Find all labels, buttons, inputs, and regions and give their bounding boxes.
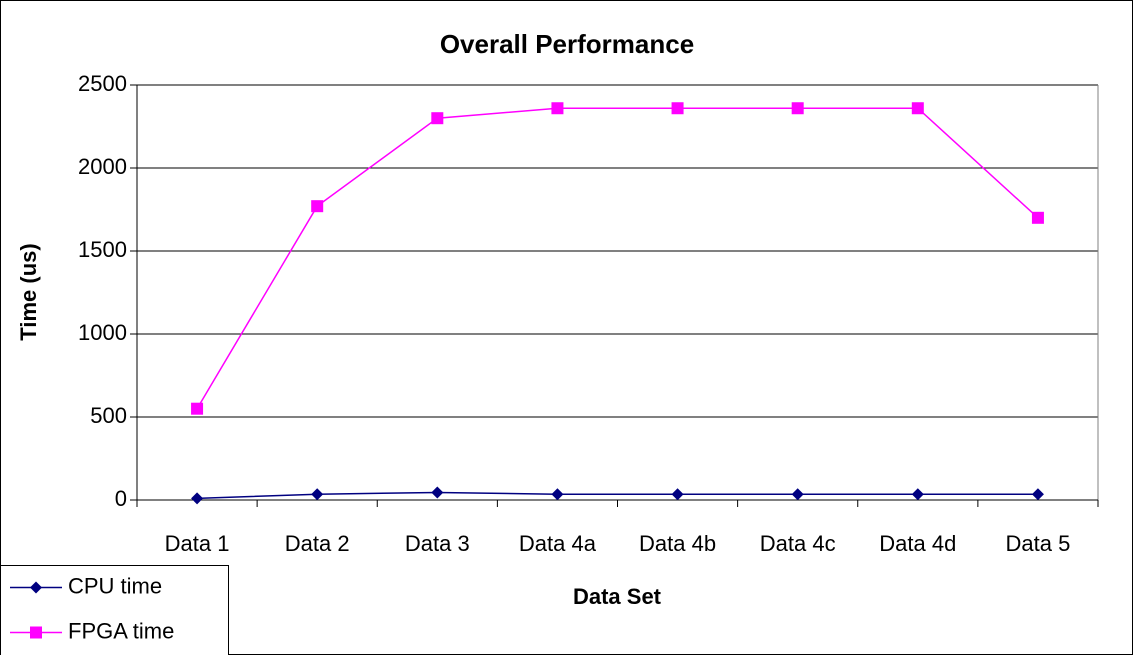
marker — [911, 102, 924, 115]
series-line — [196, 107, 1039, 410]
y-axis-title: Time (us) — [16, 243, 41, 340]
marker — [551, 102, 564, 115]
chart-title: Overall Performance — [440, 29, 694, 59]
marker — [671, 102, 684, 115]
marker — [791, 488, 804, 501]
series-line — [197, 491, 1038, 500]
marker — [551, 488, 564, 501]
marker — [671, 488, 684, 501]
y-tick-label: 2500 — [78, 71, 127, 96]
x-tick-label: Data 2 — [285, 531, 350, 556]
x-tick-label: Data 4b — [639, 531, 716, 556]
marker — [311, 488, 324, 501]
marker — [311, 200, 324, 213]
marker — [30, 581, 42, 594]
marker — [1031, 211, 1044, 224]
y-tick-label: 500 — [90, 403, 127, 428]
legend-label: CPU time — [68, 573, 162, 598]
x-tick-label: Data 4c — [760, 531, 836, 556]
marker — [30, 626, 42, 639]
y-tick-label: 0 — [115, 486, 127, 511]
x-axis-title: Data Set — [573, 584, 662, 609]
x-tick-label: Data 5 — [1006, 531, 1071, 556]
y-tick-label: 1500 — [78, 237, 127, 262]
legend-label: FPGA time — [68, 618, 174, 643]
legend-box — [0, 565, 229, 655]
marker — [911, 488, 924, 501]
x-tick-label: Data 4a — [519, 531, 597, 556]
legend-item: CPU time — [10, 573, 162, 598]
y-tick-label: 2000 — [78, 154, 127, 179]
marker — [1031, 488, 1044, 501]
x-tick-label: Data 1 — [165, 531, 230, 556]
marker — [431, 486, 444, 499]
y-tick-label: 1000 — [78, 320, 127, 345]
x-tick-label: Data 3 — [405, 531, 470, 556]
marker — [191, 492, 204, 505]
x-tick-label: Data 4d — [879, 531, 956, 556]
marker — [431, 112, 444, 125]
marker — [791, 102, 804, 115]
legend-item: FPGA time — [10, 618, 174, 643]
marker — [191, 402, 204, 415]
